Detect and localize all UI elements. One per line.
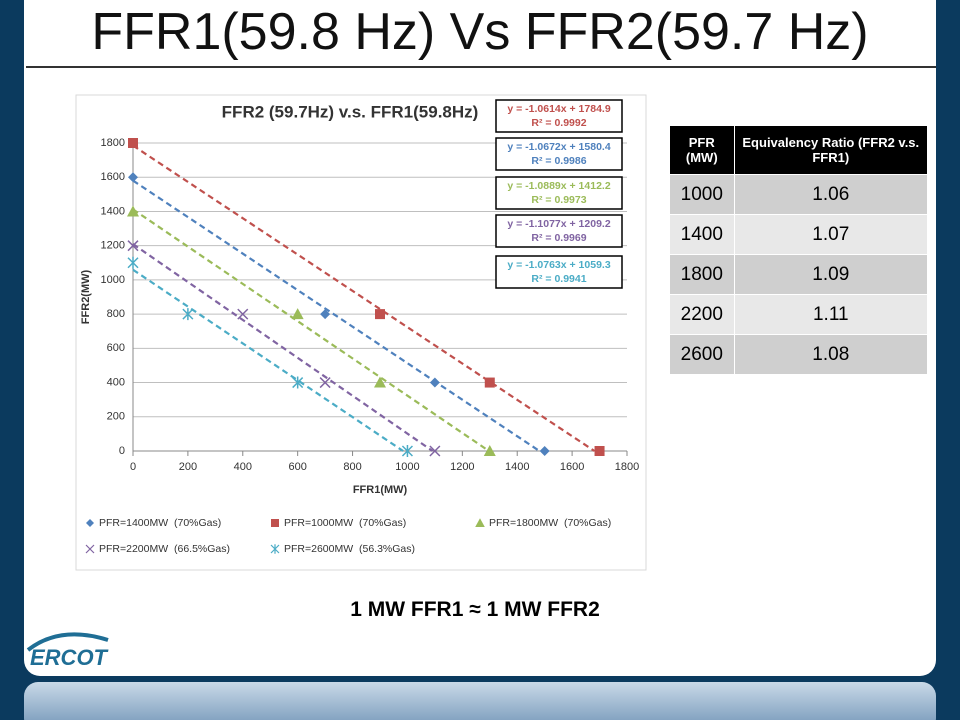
point <box>320 309 331 320</box>
note: 1 MW FFR1 ≈ 1 MW FFR2 <box>350 598 600 621</box>
point <box>375 309 385 320</box>
footer-bar <box>24 682 936 720</box>
table-cell: 2600 <box>669 334 735 375</box>
logo-arc <box>26 632 109 652</box>
table-cell: 1.09 <box>733 254 929 295</box>
y-tick-label: 1400 <box>101 205 125 217</box>
legend-marker <box>85 544 95 554</box>
legend-label: PFR=2600MW (56.3%Gas) <box>284 543 415 555</box>
equation-label: y = -1.1077x + 1209.2 <box>507 218 610 230</box>
table-cell: 1000 <box>669 174 735 215</box>
slide-title: FFR1(59.8 Hz) Vs FFR2(59.7 Hz) <box>91 3 869 61</box>
equation-label: y = -1.0889x + 1412.2 <box>507 180 610 192</box>
point <box>374 376 386 388</box>
point <box>127 256 139 269</box>
point <box>594 446 605 456</box>
x-axis-label: FFR1(MW) <box>353 484 408 496</box>
r2-label: R² = 0.9992 <box>531 117 586 129</box>
r2-label: R² = 0.9973 <box>531 194 586 206</box>
point <box>291 308 304 320</box>
point <box>128 172 138 183</box>
table-row: 2200 1.11 <box>669 294 929 335</box>
x-tick-label: 1600 <box>560 461 584 473</box>
y-tick-label: 1600 <box>101 171 125 183</box>
x-tick-label: 1000 <box>395 461 419 473</box>
table-cell: 1.08 <box>733 334 929 375</box>
table-header: PFR (MW) <box>669 125 735 175</box>
trendline <box>132 179 541 452</box>
y-tick-label: 200 <box>107 411 125 423</box>
trendline <box>132 268 404 452</box>
legend-label: PFR=1400MW (70%Gas) <box>99 517 221 529</box>
y-tick-label: 1800 <box>101 137 125 149</box>
table-row: 2600 1.08 <box>669 334 929 375</box>
point <box>182 308 194 321</box>
equation-box <box>495 137 623 171</box>
point <box>319 377 331 389</box>
legend-label: PFR=1000MW (70%Gas) <box>284 517 406 529</box>
x-tick-label: 1200 <box>450 461 474 473</box>
y-tick-label: 600 <box>107 342 125 354</box>
point <box>484 377 495 388</box>
y-tick-label: 1200 <box>101 240 125 252</box>
trendline <box>132 144 596 452</box>
table-cell: 1.06 <box>733 174 929 215</box>
equation-box <box>495 99 623 133</box>
x-tick-label: 0 <box>130 461 136 473</box>
table-row: 1400 1.07 <box>669 214 929 255</box>
trendline <box>132 208 490 452</box>
equation-box <box>495 255 623 289</box>
equation-label: y = -1.0763x + 1059.3 <box>507 259 610 271</box>
point <box>127 240 139 252</box>
table-row: 1000 1.06 <box>669 174 929 215</box>
trendline <box>132 243 434 452</box>
x-tick-label: 600 <box>288 461 306 473</box>
y-axis-label: FFR2(MW) <box>80 269 92 324</box>
point <box>483 445 496 456</box>
y-tick-label: 0 <box>119 445 125 457</box>
r2-label: R² = 0.9986 <box>531 155 586 167</box>
table-cell: 1.07 <box>733 214 929 255</box>
x-tick-label: 1800 <box>615 461 639 473</box>
y-tick-label: 400 <box>107 376 125 388</box>
ratio-table: PFR (MW) Equivalency Ratio (FFR2 v.s. FF… <box>669 125 929 375</box>
title-rule <box>26 66 936 68</box>
legend-marker <box>86 519 94 527</box>
x-tick-label: 400 <box>234 461 252 473</box>
table-cell: 1400 <box>669 214 735 255</box>
table-cell: 1800 <box>669 254 735 295</box>
x-tick-label: 1400 <box>505 461 529 473</box>
legend-label: PFR=2200MW (66.5%Gas) <box>99 543 230 555</box>
x-tick-label: 800 <box>343 461 361 473</box>
equation-label: y = -1.0672x + 1580.4 <box>507 141 610 153</box>
y-tick-label: 800 <box>107 308 125 320</box>
point <box>429 377 440 388</box>
legend-marker <box>475 518 485 527</box>
point <box>539 446 550 456</box>
table-cell: 2200 <box>669 294 735 335</box>
legend-marker <box>271 519 279 527</box>
table-row: 1800 1.09 <box>669 254 929 295</box>
legend-marker <box>270 544 280 554</box>
x-tick-label: 200 <box>179 461 197 473</box>
table-cell: 1.11 <box>733 294 929 335</box>
point <box>401 445 413 457</box>
r2-label: R² = 0.9941 <box>531 273 586 285</box>
equation-box <box>495 176 623 210</box>
point <box>292 376 304 389</box>
legend-label: PFR=1800MW (70%Gas) <box>489 517 611 529</box>
equation-label: y = -1.0614x + 1784.9 <box>507 103 610 115</box>
chart-title: FFR2 (59.7Hz) v.s. FFR1(59.8Hz) <box>222 102 479 121</box>
table-header: Equivalency Ratio (FFR2 v.s. FFR1) <box>733 125 929 175</box>
point <box>127 205 139 217</box>
point <box>128 138 138 148</box>
r2-label: R² = 0.9969 <box>531 232 586 244</box>
y-tick-label: 1000 <box>101 274 125 286</box>
point <box>429 445 441 457</box>
equation-box <box>495 214 623 248</box>
point <box>237 308 249 320</box>
logo: ERCOT <box>30 645 107 670</box>
